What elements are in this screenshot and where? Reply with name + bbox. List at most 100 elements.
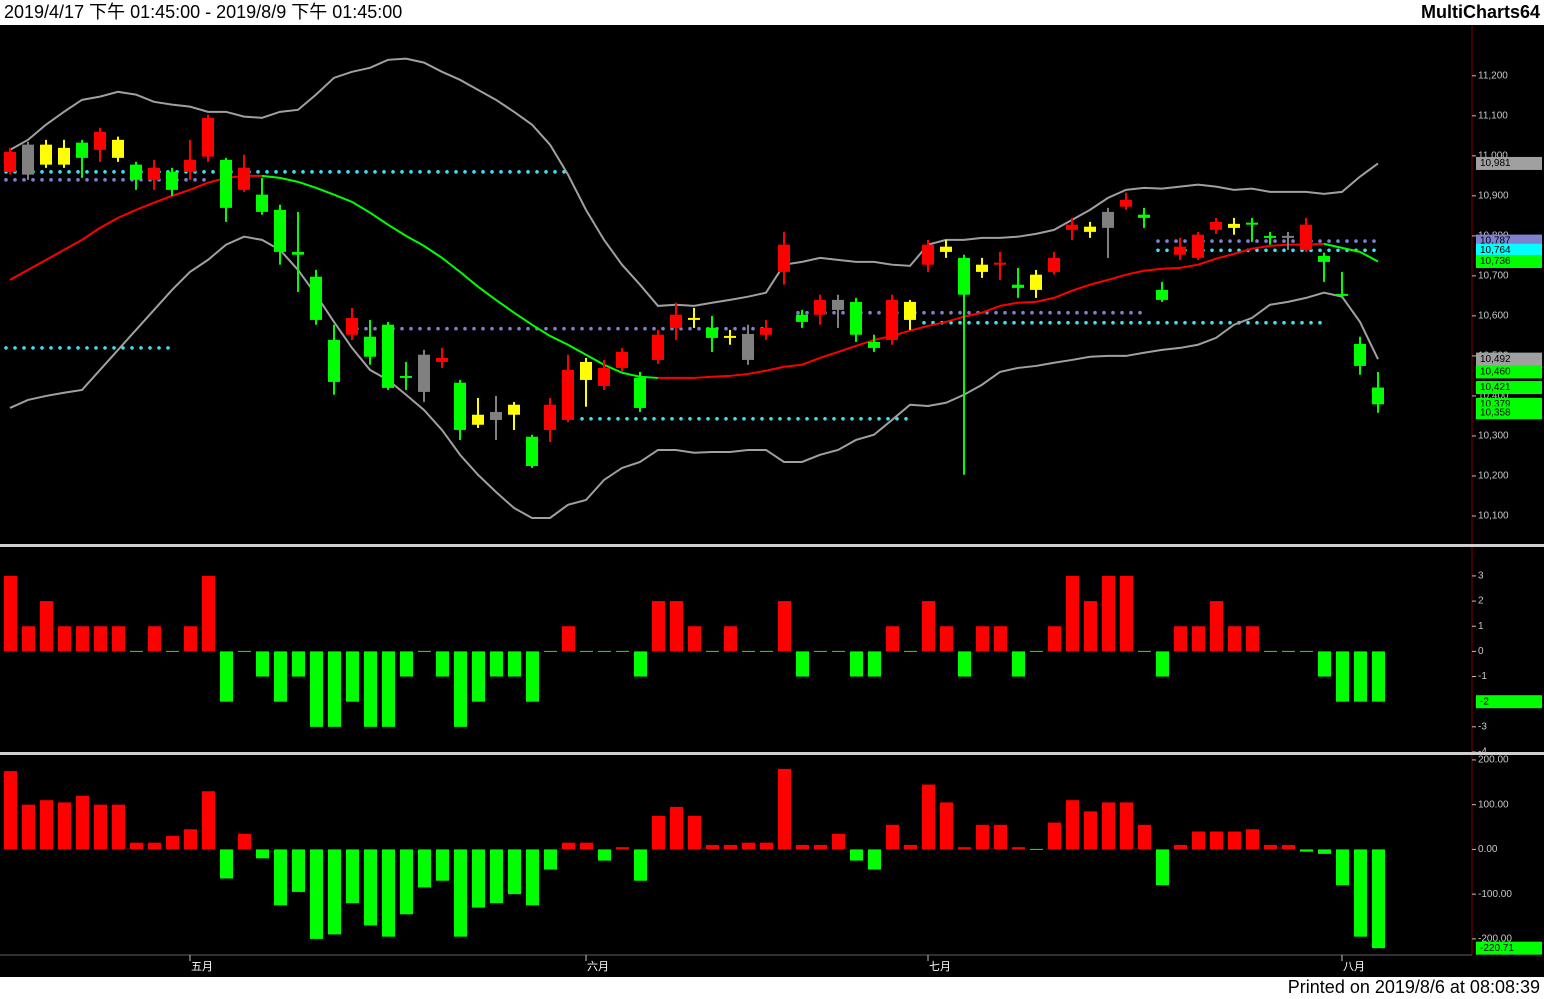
average-segment xyxy=(1233,247,1253,255)
level-dot xyxy=(1228,248,1232,253)
average-segment xyxy=(1323,242,1343,249)
level-dot xyxy=(1012,320,1016,325)
level-dot xyxy=(454,326,458,331)
price-tag xyxy=(1476,381,1542,395)
bar xyxy=(976,824,989,850)
level-dot xyxy=(697,326,701,331)
bar xyxy=(400,651,413,677)
level-dot xyxy=(67,178,71,182)
bar xyxy=(688,815,701,850)
level-dot xyxy=(148,346,152,350)
bar xyxy=(1156,849,1169,886)
price-tag xyxy=(1476,406,1542,420)
level-dot xyxy=(634,326,638,331)
bar xyxy=(238,833,251,850)
level-dot xyxy=(418,170,422,174)
level-dot xyxy=(1111,320,1115,325)
bar xyxy=(4,575,17,652)
level-dot xyxy=(940,310,944,315)
bar xyxy=(184,829,197,850)
candle-body xyxy=(580,361,592,380)
bar xyxy=(292,651,305,677)
bar xyxy=(184,626,197,652)
level-dot xyxy=(1255,320,1259,325)
average-segment xyxy=(81,227,101,241)
level-dot xyxy=(445,170,449,174)
level-dot xyxy=(76,170,80,174)
bar xyxy=(796,844,809,850)
price-tag-label: 10,764 xyxy=(1480,245,1511,256)
level-dot xyxy=(382,170,386,174)
level-dot xyxy=(949,310,953,315)
level-dot xyxy=(535,170,539,174)
bar xyxy=(1084,811,1097,850)
level-dot xyxy=(1129,310,1133,315)
level-dot xyxy=(1273,248,1277,253)
candle-body xyxy=(760,327,772,335)
candle-body xyxy=(94,131,106,150)
level-dot xyxy=(679,416,683,421)
y-tick-label: 0.00 xyxy=(1478,844,1498,855)
candle-body xyxy=(1102,211,1114,228)
average-segment xyxy=(171,188,191,197)
level-dot xyxy=(976,320,980,325)
candle-body xyxy=(1300,224,1312,250)
bar xyxy=(886,824,899,850)
bar xyxy=(382,651,395,727)
panel-divider xyxy=(0,544,1544,547)
level-dot xyxy=(1309,320,1313,325)
bar xyxy=(436,651,449,677)
average-segment xyxy=(603,363,623,374)
bar xyxy=(1318,651,1331,677)
price-tag xyxy=(1476,352,1542,366)
bar xyxy=(418,650,431,652)
candle-body xyxy=(310,276,322,320)
bar xyxy=(1210,601,1223,652)
candle-body xyxy=(1354,343,1366,366)
level-dot xyxy=(1282,248,1286,253)
level-dot xyxy=(751,326,755,331)
bar xyxy=(1336,849,1349,886)
level-dot xyxy=(283,170,287,174)
level-dot xyxy=(4,346,8,350)
level-dot xyxy=(508,170,512,174)
bar xyxy=(40,800,53,850)
bar xyxy=(418,849,431,888)
candle-body xyxy=(1138,214,1150,218)
level-dot xyxy=(40,346,44,350)
level-dot xyxy=(832,310,836,315)
bar xyxy=(58,626,71,652)
level-dot xyxy=(445,326,449,331)
candle-body xyxy=(922,244,934,265)
level-dot xyxy=(1219,320,1223,325)
price-tag-label: 10,492 xyxy=(1480,354,1511,365)
bar xyxy=(886,626,899,652)
average-segment xyxy=(387,223,407,237)
level-dot xyxy=(1237,239,1241,243)
level-line xyxy=(4,170,566,174)
bar xyxy=(598,650,611,652)
level-dot xyxy=(616,326,620,331)
candle-body xyxy=(778,244,790,272)
level-dot xyxy=(517,170,521,174)
bar xyxy=(310,651,323,727)
bar xyxy=(310,849,323,939)
level-dot xyxy=(13,178,17,182)
level-dot xyxy=(814,416,818,421)
bar xyxy=(490,849,503,904)
average-segment xyxy=(279,176,299,183)
bar xyxy=(544,650,557,652)
level-dot xyxy=(643,326,647,331)
level-dot xyxy=(589,326,593,331)
level-dot xyxy=(427,170,431,174)
candle-body xyxy=(1120,199,1132,207)
bar xyxy=(778,601,791,652)
bar xyxy=(526,651,539,702)
level-dot xyxy=(1228,239,1232,243)
level-dot xyxy=(112,170,116,174)
level-dot xyxy=(211,170,215,174)
level-dot xyxy=(472,326,476,331)
level-dot xyxy=(58,170,62,174)
level-dot xyxy=(517,326,521,331)
